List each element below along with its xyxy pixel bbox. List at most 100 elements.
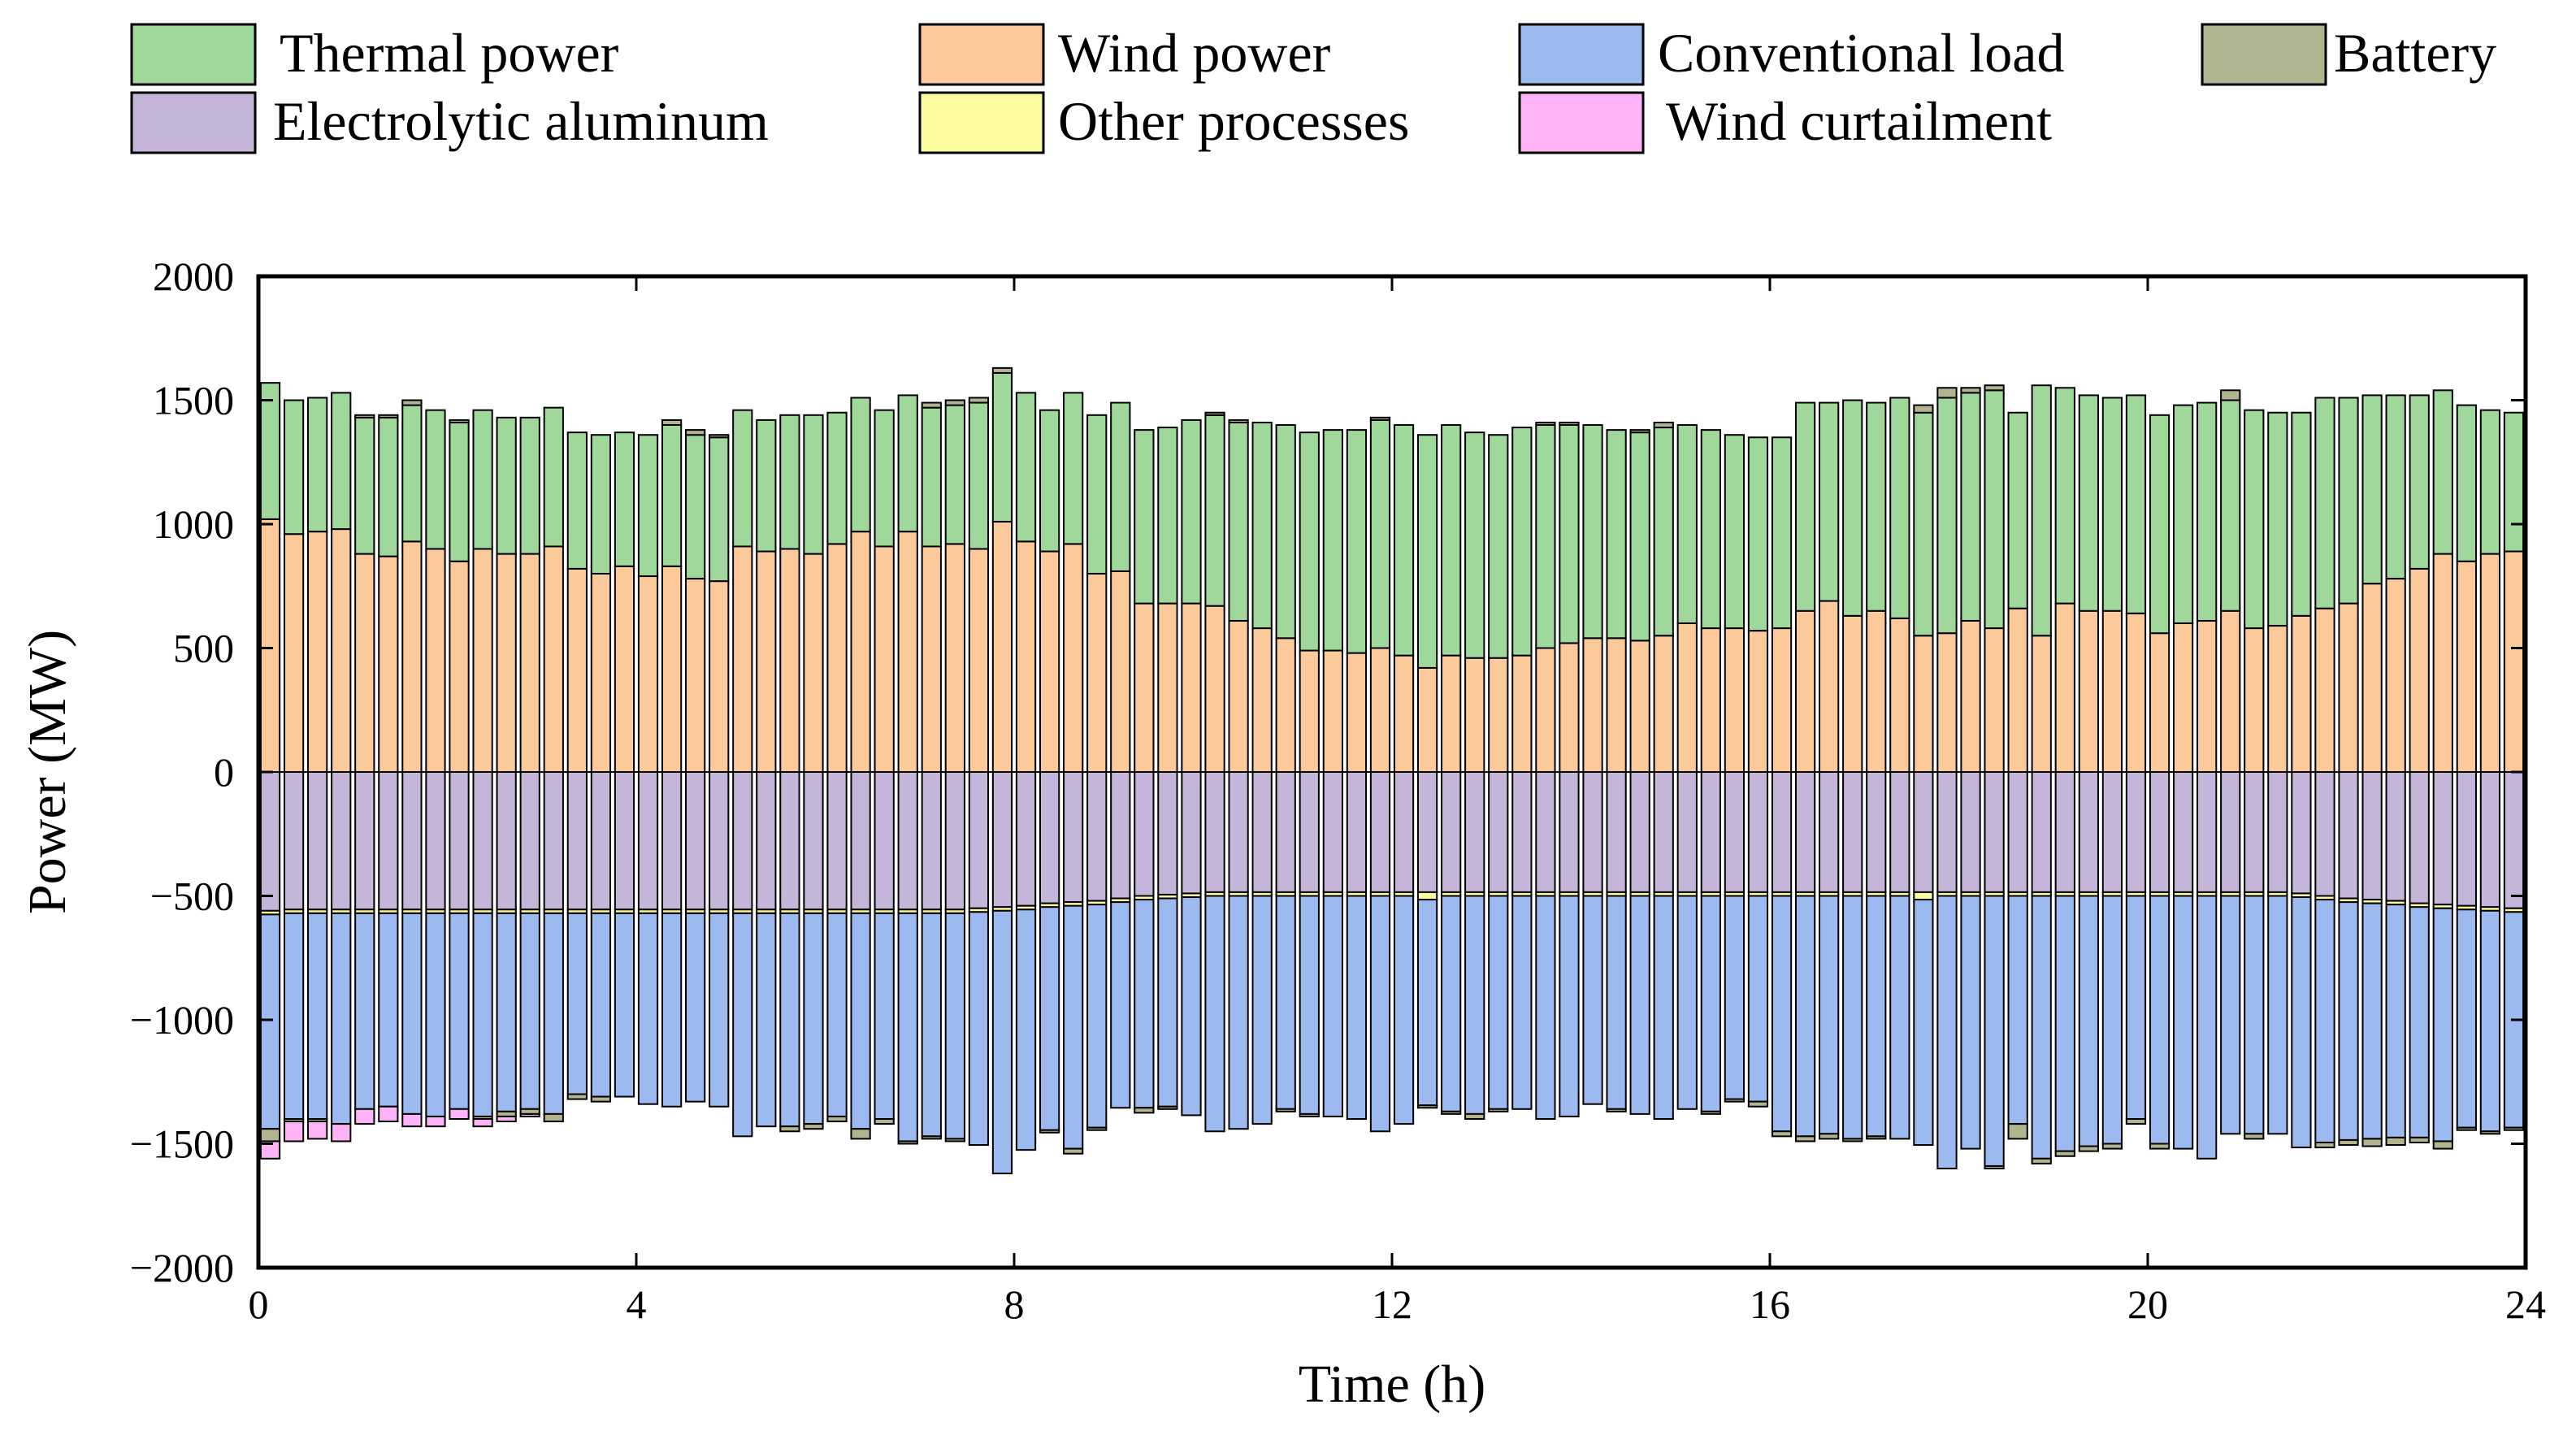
bar-alu xyxy=(921,771,942,911)
y-tick-label: −500 xyxy=(150,874,234,919)
bar-wind xyxy=(2101,609,2123,773)
bar-alu xyxy=(1866,771,1887,893)
bar-battery_d xyxy=(2503,1126,2525,1131)
bar-alu xyxy=(1984,771,2005,893)
bar-wind xyxy=(1559,642,1580,774)
bar-alu xyxy=(991,771,1013,908)
bar-conv xyxy=(1936,895,1958,1169)
bar-thermal xyxy=(874,409,895,548)
bar-conv xyxy=(1676,895,1698,1110)
bar-battery_d xyxy=(850,1128,871,1140)
bar-alu xyxy=(496,771,517,911)
bar-conv xyxy=(1700,895,1721,1112)
bar-battery_d xyxy=(2054,1150,2075,1157)
bar-thermal xyxy=(1842,399,1863,617)
bar-battery xyxy=(449,418,470,423)
bar-thermal xyxy=(2031,384,2052,637)
bar-thermal xyxy=(1488,434,1509,659)
bar-thermal xyxy=(259,382,281,520)
bar-battery_d xyxy=(944,1138,965,1143)
bar-conv xyxy=(1441,895,1462,1112)
bar-conv xyxy=(1369,895,1391,1133)
bar-wind xyxy=(1842,614,1863,773)
bar-conv xyxy=(2361,902,2383,1140)
bar-conv xyxy=(1251,895,1273,1125)
bar-conv xyxy=(732,912,753,1138)
bar-alu xyxy=(803,771,824,911)
bar-curt xyxy=(259,1140,281,1160)
bar-alu xyxy=(1039,771,1060,904)
bar-alu xyxy=(709,771,730,911)
bar-thermal xyxy=(991,371,1013,523)
bar-battery_d xyxy=(2314,1141,2335,1149)
bar-battery_d xyxy=(590,1095,612,1103)
bar-wind xyxy=(921,545,942,773)
bar-thermal xyxy=(1511,427,1533,657)
bar-thermal xyxy=(1913,411,1934,637)
bar-battery_d xyxy=(1606,1108,1627,1112)
bar-alu xyxy=(1181,771,1202,895)
bar-thermal xyxy=(2385,394,2406,580)
x-tick-label: 0 xyxy=(249,1281,269,1327)
bar-conv xyxy=(1889,895,1910,1140)
x-axis-title: Time (h) xyxy=(1299,1355,1485,1414)
bar-battery xyxy=(661,418,683,427)
bar-thermal xyxy=(1110,401,1131,572)
bar-wind xyxy=(1724,627,1746,773)
bar-conv xyxy=(1346,895,1368,1120)
bar-wind xyxy=(1771,627,1793,773)
bar-wind xyxy=(1157,602,1178,773)
bar-conv xyxy=(1488,895,1509,1110)
legend-label-thermal: Thermal power xyxy=(280,22,619,84)
bar-battery_d xyxy=(1984,1164,2005,1169)
bar-conv xyxy=(756,912,777,1128)
bar-battery xyxy=(1559,421,1580,427)
bar-battery xyxy=(1535,421,1556,427)
bar-thermal xyxy=(1181,418,1202,605)
bar-conv xyxy=(1606,895,1627,1110)
bar-alu xyxy=(2172,771,2194,893)
bar-wind xyxy=(1960,619,1981,774)
bar-conv xyxy=(661,912,683,1108)
bar-thermal xyxy=(2101,397,2123,612)
bar-conv xyxy=(2291,896,2312,1149)
bar-thermal xyxy=(1416,434,1438,669)
bar-alu xyxy=(1393,771,1415,893)
bar-alu xyxy=(1535,771,1556,893)
bar-wind xyxy=(378,555,399,774)
bar-thermal xyxy=(1015,392,1037,543)
bar-wind xyxy=(1275,637,1296,773)
bar-battery_d xyxy=(2432,1140,2453,1150)
x-tick-label: 8 xyxy=(1004,1281,1025,1327)
bar-wind xyxy=(1464,657,1485,774)
bar-thermal xyxy=(1299,431,1320,652)
bar-wind xyxy=(2149,632,2171,774)
bar-wind xyxy=(1653,635,1674,773)
bar-alu xyxy=(2031,771,2052,893)
bar-thermal xyxy=(803,414,824,555)
bar-alu xyxy=(1015,771,1037,907)
bar-alu xyxy=(1228,771,1249,893)
bar-wind xyxy=(826,543,848,774)
bar-wind xyxy=(968,548,990,773)
bar-battery_d xyxy=(803,1123,824,1130)
bar-thermal xyxy=(1771,436,1793,630)
bar-alu xyxy=(1134,771,1155,897)
bar-wind xyxy=(1251,627,1273,773)
bar-battery_d xyxy=(1039,1129,1060,1134)
bar-battery xyxy=(991,366,1013,374)
bar-wind xyxy=(307,531,328,774)
bar-conv xyxy=(1110,901,1131,1109)
bar-conv xyxy=(1086,904,1108,1129)
bar-wind xyxy=(1889,617,1910,774)
bar-battery_d xyxy=(566,1093,588,1100)
bar-alu xyxy=(1700,771,1721,893)
bar-conv xyxy=(307,912,328,1120)
bar-curt xyxy=(425,1115,446,1128)
bar-alu xyxy=(566,771,588,911)
bar-thermal xyxy=(826,411,848,545)
bar-wind xyxy=(331,528,352,773)
bar-thermal xyxy=(2338,397,2359,605)
bar-conv xyxy=(874,912,895,1120)
bar-battery_d xyxy=(1157,1105,1178,1110)
